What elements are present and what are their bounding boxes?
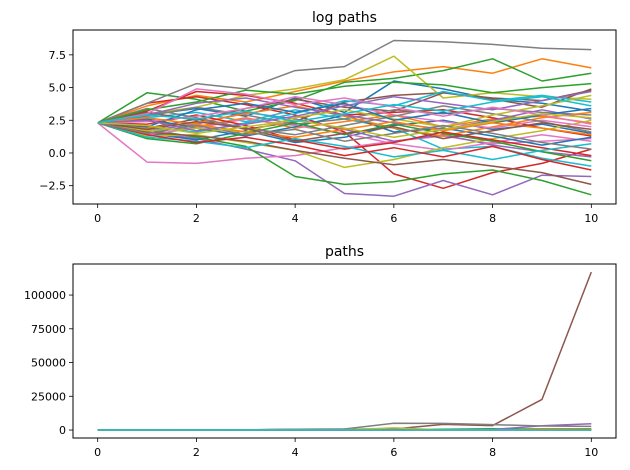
log-paths-series-line-25 <box>97 122 592 186</box>
paths-y-tick-label: 50000 <box>31 357 66 370</box>
log-paths-series-line-36 <box>97 88 592 125</box>
log-paths-series-line-35 <box>97 120 592 142</box>
log-paths-axes-frame <box>72 29 617 205</box>
log-paths-y-tick-label: −2.5 <box>39 180 66 193</box>
log-paths-series-line-37 <box>97 122 592 150</box>
paths-x-tick-label: 10 <box>584 446 598 459</box>
log-paths-series-line-39 <box>97 95 592 124</box>
log-paths-series-line-27 <box>97 105 592 136</box>
log-paths-series-line-8 <box>97 55 592 124</box>
log-paths-y-tick-label: 0.0 <box>49 147 67 160</box>
paths-x-tick-label: 6 <box>390 446 397 459</box>
log-paths-series-line-28 <box>97 94 592 133</box>
log-paths-series-line-33 <box>97 122 592 171</box>
log-paths-series-line-32 <box>97 81 592 124</box>
paths-x-tick-label: 2 <box>193 446 200 459</box>
log-paths-y-tick-label: 2.5 <box>49 114 67 127</box>
log-paths-y-tick-label: 7.5 <box>49 49 67 62</box>
log-paths-x-tick-label: 10 <box>584 212 598 225</box>
paths-y-tick-label: 75000 <box>31 323 66 336</box>
paths-series <box>97 271 592 431</box>
log-paths-x-axis: 0 2 4 6 8 10 <box>94 204 598 225</box>
log-paths-series-line-7 <box>97 39 592 124</box>
log-paths-x-tick-label: 4 <box>292 212 299 225</box>
log-paths-x-tick-label: 0 <box>94 212 101 225</box>
log-paths-panel: log paths 0 2 4 6 8 10 −2.5 0.0 2.5 5.0 7.5 <box>39 10 617 225</box>
paths-y-tick-label: 0 <box>59 424 66 437</box>
log-paths-y-axis: −2.5 0.0 2.5 5.0 7.5 <box>39 49 73 193</box>
log-paths-x-tick-label: 8 <box>489 212 496 225</box>
log-paths-series-line-34 <box>97 90 592 132</box>
log-paths-x-tick-label: 2 <box>193 212 200 225</box>
log-paths-series-line-30 <box>97 102 592 128</box>
log-paths-x-tick-label: 6 <box>390 212 397 225</box>
log-paths-series-line-38 <box>97 112 592 139</box>
paths-axes-frame <box>72 263 617 439</box>
log-paths-series <box>97 39 592 197</box>
paths-x-axis: 0 2 4 6 8 10 <box>94 438 598 459</box>
log-paths-series-line-3 <box>97 95 592 190</box>
paths-x-tick-label: 0 <box>94 446 101 459</box>
paths-x-tick-label: 4 <box>292 446 299 459</box>
paths-x-tick-label: 8 <box>489 446 496 459</box>
paths-y-tick-label: 25000 <box>31 390 66 403</box>
paths-panel: paths 0 2 4 6 8 10 0 25000 50000 75000 100000 <box>24 244 617 459</box>
log-paths-series-line-22 <box>97 122 592 162</box>
paths-series-line-5 <box>97 271 592 431</box>
log-paths-title: log paths <box>312 10 377 26</box>
log-paths-y-tick-label: 5.0 <box>49 82 67 95</box>
log-paths-series-line-4 <box>97 122 592 197</box>
paths-title: paths <box>325 244 364 260</box>
log-paths-series-line-31 <box>97 116 592 139</box>
paths-y-axis: 0 25000 50000 75000 100000 <box>24 289 73 437</box>
paths-y-tick-label: 100000 <box>24 289 66 302</box>
